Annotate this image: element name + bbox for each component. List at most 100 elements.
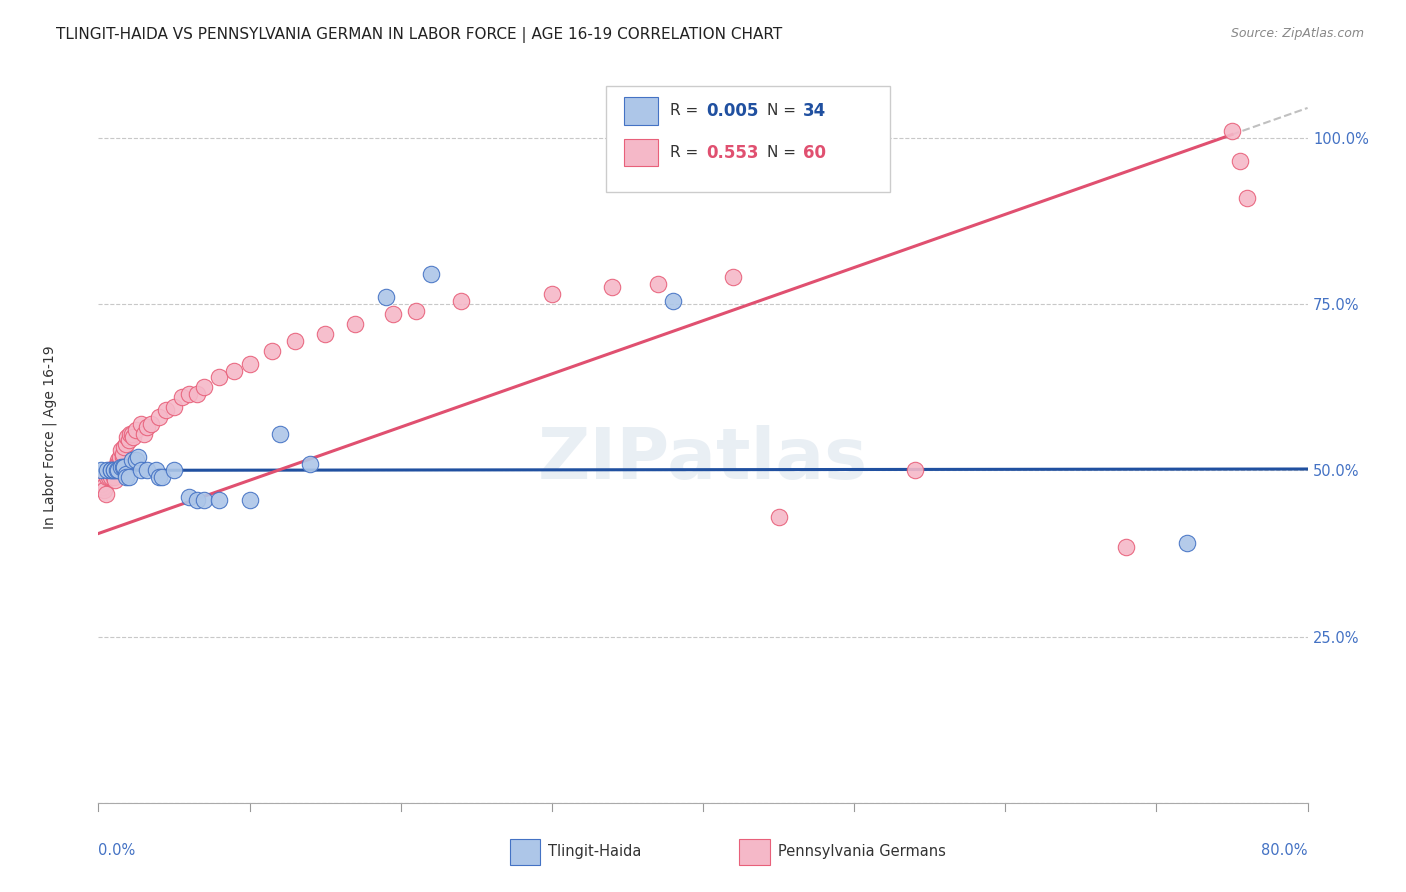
Point [150,470,173,484]
Point [107,453,129,467]
Point [344,317,367,331]
Point [208,370,231,384]
Point [262,343,284,358]
Point [100,463,122,477]
Point [122,430,145,444]
Point [179,387,201,401]
Point [170,390,193,404]
Point [118,434,141,448]
Point [186,493,208,508]
Point [107,457,129,471]
Text: Tlingit-Haida: Tlingit-Haida [548,845,641,859]
Point [450,293,472,308]
Point [98,470,121,484]
Text: 0.005: 0.005 [707,102,759,120]
Point [114,470,136,484]
Point [104,473,127,487]
Text: R =: R = [671,103,703,119]
Point [540,287,562,301]
Point [110,460,132,475]
Point [103,467,125,481]
Point [125,453,148,467]
Point [1175,536,1198,550]
Point [105,463,128,477]
Point [108,450,131,464]
Point [103,463,125,477]
Point [93,483,115,498]
Point [110,443,132,458]
Point [269,426,291,441]
Point [193,380,215,394]
Text: Pennsylvania Germans: Pennsylvania Germans [778,845,946,859]
FancyBboxPatch shape [606,86,890,192]
Point [96,470,118,484]
Point [120,426,142,441]
Point [768,509,790,524]
Point [208,493,231,508]
Text: N =: N = [768,103,801,119]
Point [114,467,136,481]
Point [723,270,745,285]
Point [239,357,262,371]
Text: N =: N = [768,145,801,160]
Text: 34: 34 [803,102,827,120]
Point [114,436,136,450]
Point [141,417,163,431]
Point [121,426,143,441]
Point [98,463,121,477]
Point [90,476,112,491]
Point [107,463,129,477]
Point [108,453,131,467]
Point [94,486,117,500]
Point [118,470,141,484]
Point [1229,154,1251,169]
Point [163,463,186,477]
Point [96,463,118,477]
Point [105,457,128,471]
FancyBboxPatch shape [624,138,658,167]
Point [382,307,405,321]
Point [125,424,148,438]
Point [112,460,135,475]
Point [112,440,135,454]
Point [135,463,157,477]
Point [1236,191,1258,205]
Text: TLINGIT-HAIDA VS PENNSYLVANIA GERMAN IN LABOR FORCE | AGE 16-19 CORRELATION CHAR: TLINGIT-HAIDA VS PENNSYLVANIA GERMAN IN … [56,27,783,43]
Text: 80.0%: 80.0% [1261,843,1308,858]
Point [115,430,138,444]
Text: R =: R = [671,145,703,160]
Point [132,426,155,441]
Point [148,410,170,425]
Point [163,400,186,414]
Point [314,326,336,341]
Point [129,463,152,477]
FancyBboxPatch shape [509,839,540,865]
Point [145,463,167,477]
Point [111,447,134,461]
Text: 0.553: 0.553 [707,144,759,161]
Point [239,493,262,508]
Text: 0.0%: 0.0% [98,843,135,858]
Point [224,363,246,377]
Point [111,460,134,475]
Point [103,463,125,477]
Text: ZIPatlas: ZIPatlas [538,425,868,493]
Point [374,290,396,304]
Point [179,490,201,504]
Point [647,277,669,292]
Point [100,463,122,477]
Point [100,463,122,477]
FancyBboxPatch shape [740,839,769,865]
Point [420,267,443,281]
Point [186,387,208,401]
Point [193,493,215,508]
Point [135,420,157,434]
Point [101,463,124,477]
Point [1220,124,1243,138]
Point [103,470,125,484]
Point [405,303,427,318]
Point [661,293,683,308]
Point [127,450,149,464]
Point [299,457,322,471]
Point [904,463,927,477]
